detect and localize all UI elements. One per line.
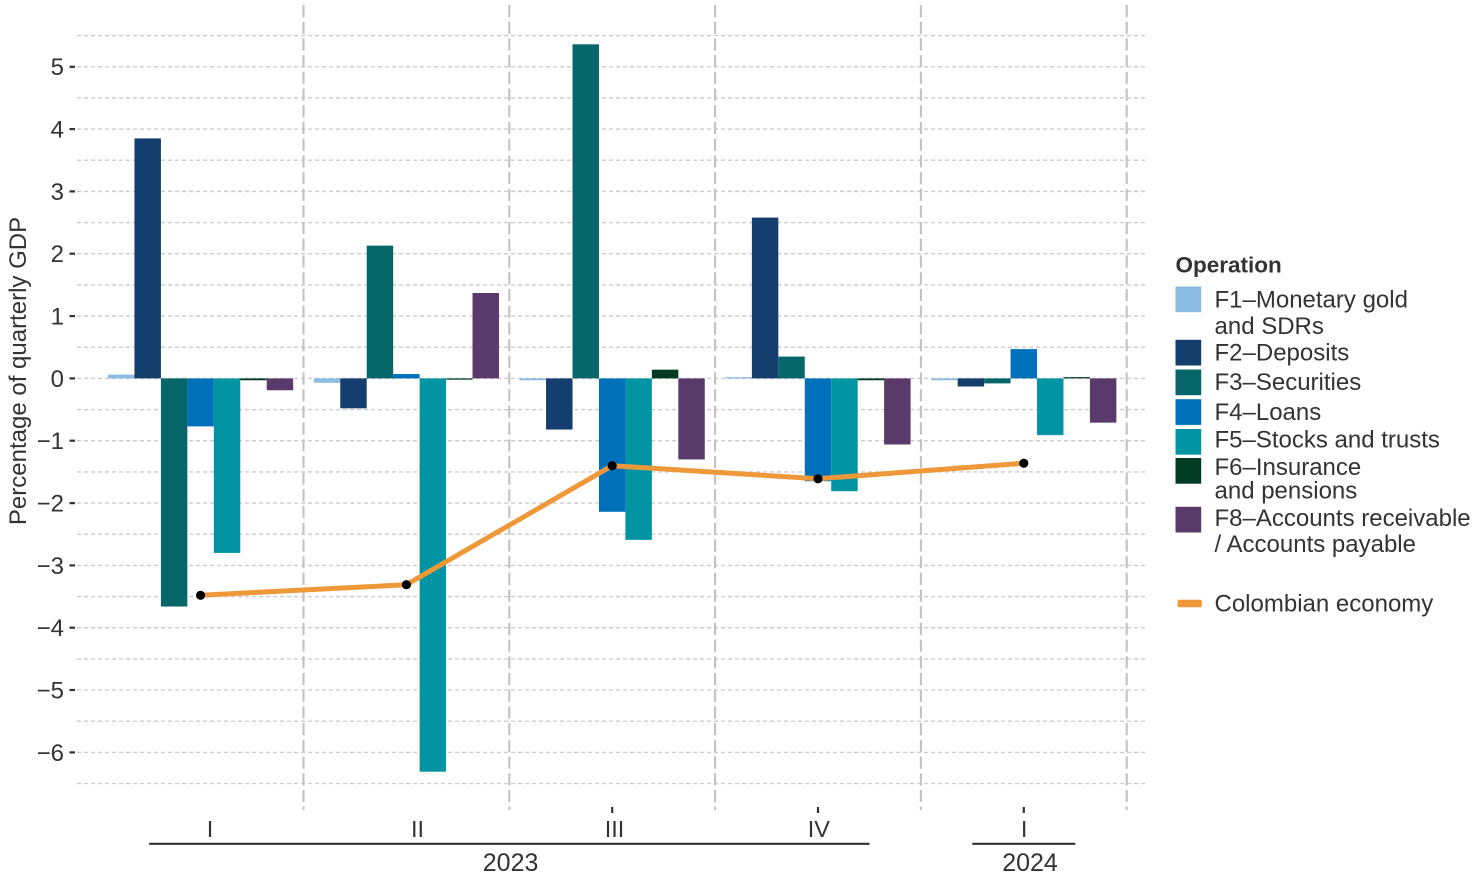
svg-text:F5–Stocks and trusts: F5–Stocks and trusts <box>1215 427 1440 454</box>
svg-text:III: III <box>605 816 625 842</box>
svg-text:−5: −5 <box>37 678 64 705</box>
svg-text:and SDRs: and SDRs <box>1215 313 1324 340</box>
svg-text:5: 5 <box>51 54 64 81</box>
svg-text:−3: −3 <box>37 553 64 580</box>
svg-text:3: 3 <box>51 179 64 206</box>
svg-text:and pensions: and pensions <box>1215 478 1358 505</box>
svg-text:2024: 2024 <box>1002 849 1058 877</box>
svg-text:Colombian economy: Colombian economy <box>1215 591 1434 618</box>
svg-text:2: 2 <box>51 241 64 268</box>
svg-text:F1–Monetary gold: F1–Monetary gold <box>1215 287 1408 314</box>
svg-text:−1: −1 <box>37 428 64 455</box>
svg-text:F6–Insurance: F6–Insurance <box>1215 454 1362 481</box>
svg-text:F4–Loans: F4–Loans <box>1215 399 1322 426</box>
svg-text:I: I <box>207 816 214 842</box>
svg-text:−2: −2 <box>37 491 64 518</box>
svg-text:−4: −4 <box>37 615 64 642</box>
svg-text:1: 1 <box>51 304 64 331</box>
svg-text:/ Accounts payable: / Accounts payable <box>1215 531 1416 558</box>
svg-text:Operation: Operation <box>1176 253 1282 278</box>
svg-text:Percentage of quarterly GDP: Percentage of quarterly GDP <box>5 217 32 525</box>
svg-text:2023: 2023 <box>483 849 539 877</box>
svg-text:IV: IV <box>808 816 831 842</box>
svg-text:4: 4 <box>51 117 64 144</box>
svg-text:−6: −6 <box>37 740 64 767</box>
svg-text:F2–Deposits: F2–Deposits <box>1215 340 1350 367</box>
svg-text:F3–Securities: F3–Securities <box>1215 369 1362 396</box>
svg-text:I: I <box>1021 816 1028 842</box>
svg-text:II: II <box>411 816 424 842</box>
svg-text:0: 0 <box>51 366 64 393</box>
svg-text:F8–Accounts receivable: F8–Accounts receivable <box>1215 505 1471 532</box>
